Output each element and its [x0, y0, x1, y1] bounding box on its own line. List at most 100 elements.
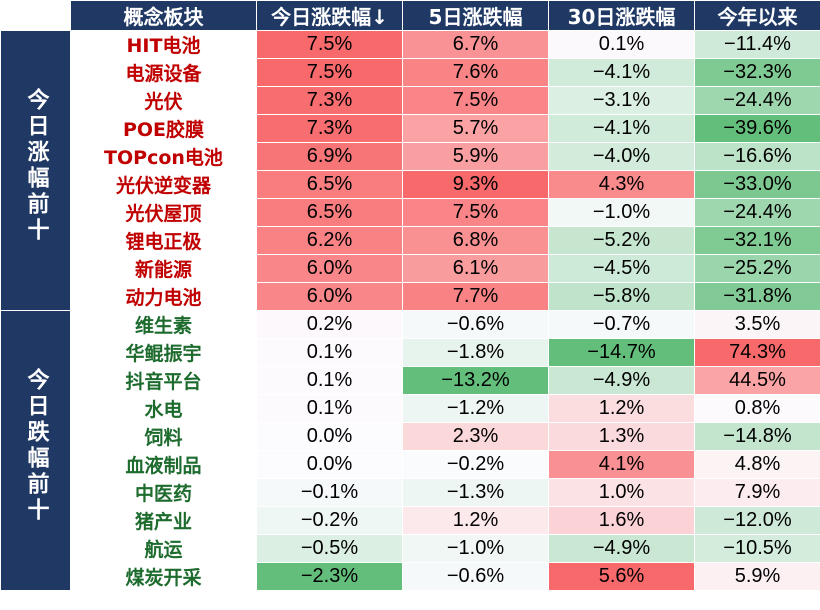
table-row: 中医药 −0.1% −1.3% 1.0% 7.9%	[1, 478, 820, 507]
today-change-cell: 6.5%	[256, 170, 403, 199]
5d-change-cell: −1.2%	[402, 394, 549, 423]
today-change-cell: 0.1%	[256, 338, 403, 367]
today-change-cell: 6.0%	[256, 282, 403, 311]
table-row: 猪产业 −0.2% 1.2% 1.6% −12.0%	[1, 506, 820, 535]
30d-change-cell: −5.2%	[548, 226, 695, 255]
table-row: 今日跌幅前十 维生素 0.2% −0.6% −0.7% 3.5%	[0, 310, 820, 591]
table-row: 血液制品 0.0% −0.2% 4.1% 4.8%	[1, 450, 820, 479]
sector-name-cell[interactable]: 光伏	[70, 86, 257, 115]
sector-name-cell[interactable]: TOPcon电池	[70, 142, 257, 171]
5d-change-cell: 7.6%	[402, 58, 549, 87]
table-row: 动力电池 6.0% 7.7% −5.8% −31.8%	[1, 282, 820, 311]
table-row: 今日涨幅前十 HIT电池 7.5% 6.7% 0.1% −11.4%	[0, 30, 820, 311]
5d-change-cell: −13.2%	[402, 366, 549, 395]
header-row: 概念板块 今日涨跌幅↓ 5日涨跌幅 30日涨跌幅 今年以来	[0, 0, 820, 31]
header-ytd-change[interactable]: 今年以来	[694, 0, 820, 31]
sector-name-cell[interactable]: 光伏屋顶	[70, 198, 257, 227]
sector-name-cell[interactable]: 电源设备	[70, 58, 257, 87]
ytd-change-cell: −32.1%	[694, 226, 820, 255]
today-change-cell: 0.2%	[256, 310, 403, 339]
5d-change-cell: 7.5%	[402, 198, 549, 227]
ytd-change-cell: −32.3%	[694, 58, 820, 87]
5d-change-cell: 2.3%	[402, 422, 549, 451]
30d-change-cell: −1.0%	[548, 198, 695, 227]
table-row: 光伏逆变器 6.5% 9.3% 4.3% −33.0%	[1, 170, 820, 199]
sector-performance-table: 概念板块 今日涨跌幅↓ 5日涨跌幅 30日涨跌幅 今年以来 今日涨幅前十 HIT电…	[0, 0, 820, 591]
30d-change-cell: 1.0%	[548, 478, 695, 507]
group-label-gainers: 今日涨幅前十	[0, 30, 71, 311]
today-change-cell: 7.3%	[256, 86, 403, 115]
table-body: 今日涨幅前十 HIT电池 7.5% 6.7% 0.1% −11.4% 电源设备 7.5% 7.6…	[0, 30, 820, 591]
sector-name-cell[interactable]: 新能源	[70, 254, 257, 283]
ytd-change-cell: 4.8%	[694, 450, 820, 479]
5d-change-cell: −0.2%	[402, 450, 549, 479]
sector-name-cell[interactable]: 锂电正极	[70, 226, 257, 255]
30d-change-cell: −4.1%	[548, 58, 695, 87]
header-corner	[0, 0, 71, 31]
30d-change-cell: −4.9%	[548, 534, 695, 563]
sector-name-cell[interactable]: POE胶膜	[70, 114, 257, 143]
header-5d-change[interactable]: 5日涨跌幅	[402, 0, 549, 31]
30d-change-cell: −5.8%	[548, 282, 695, 311]
30d-change-cell: 1.3%	[548, 422, 695, 451]
sector-name-cell[interactable]: 中医药	[70, 478, 257, 507]
sector-name-cell[interactable]: HIT电池	[70, 30, 257, 59]
5d-change-cell: 6.8%	[402, 226, 549, 255]
sector-name-cell[interactable]: 水电	[70, 394, 257, 423]
today-change-cell: 6.0%	[256, 254, 403, 283]
sector-name-cell[interactable]: 饲料	[70, 422, 257, 451]
today-change-cell: −0.1%	[256, 478, 403, 507]
5d-change-cell: 1.2%	[402, 506, 549, 535]
table-row: 煤炭开采 −2.3% −0.6% 5.6% 5.9%	[1, 562, 820, 591]
table-row: 航运 −0.5% −1.0% −4.9% −10.5%	[1, 534, 820, 563]
ytd-change-cell: −11.4%	[694, 30, 820, 59]
5d-change-cell: −0.6%	[402, 562, 549, 591]
sector-name-cell[interactable]: 抖音平台	[70, 366, 257, 395]
table-row: 饲料 0.0% 2.3% 1.3% −14.8%	[1, 422, 820, 451]
header-today-change[interactable]: 今日涨跌幅↓	[256, 0, 403, 31]
sector-name-cell[interactable]: 煤炭开采	[70, 562, 257, 591]
sector-name-cell[interactable]: 猪产业	[70, 506, 257, 535]
ytd-change-cell: 3.5%	[694, 310, 820, 339]
30d-change-cell: 0.1%	[548, 30, 695, 59]
today-change-cell: 7.3%	[256, 114, 403, 143]
today-change-cell: 0.1%	[256, 366, 403, 395]
30d-change-cell: −4.1%	[548, 114, 695, 143]
today-change-cell: 6.9%	[256, 142, 403, 171]
ytd-change-cell: −31.8%	[694, 282, 820, 311]
ytd-change-cell: −33.0%	[694, 170, 820, 199]
ytd-change-cell: 44.5%	[694, 366, 820, 395]
5d-change-cell: 7.7%	[402, 282, 549, 311]
today-change-cell: 0.1%	[256, 394, 403, 423]
ytd-change-cell: −24.4%	[694, 86, 820, 115]
30d-change-cell: −4.5%	[548, 254, 695, 283]
header-30d-change[interactable]: 30日涨跌幅	[548, 0, 695, 31]
today-change-cell: 0.0%	[256, 422, 403, 451]
sector-name-cell[interactable]: 动力电池	[70, 282, 257, 311]
table-row: 华鲲振宇 0.1% −1.8% −14.7% 74.3%	[1, 338, 820, 367]
ytd-change-cell: 0.8%	[694, 394, 820, 423]
5d-change-cell: 5.7%	[402, 114, 549, 143]
sector-name-cell[interactable]: 血液制品	[70, 450, 257, 479]
30d-change-cell: −0.7%	[548, 310, 695, 339]
ytd-change-cell: 74.3%	[694, 338, 820, 367]
table-row: POE胶膜 7.3% 5.7% −4.1% −39.6%	[1, 114, 820, 143]
table-row: 电源设备 7.5% 7.6% −4.1% −32.3%	[1, 58, 820, 87]
sector-name-cell[interactable]: 华鲲振宇	[70, 338, 257, 367]
ytd-change-cell: −39.6%	[694, 114, 820, 143]
30d-change-cell: −4.0%	[548, 142, 695, 171]
sector-name-cell[interactable]: 维生素	[70, 310, 257, 339]
ytd-change-cell: −10.5%	[694, 534, 820, 563]
today-change-cell: 7.5%	[256, 30, 403, 59]
ytd-change-cell: −12.0%	[694, 506, 820, 535]
today-change-cell: 0.0%	[256, 450, 403, 479]
header-sector[interactable]: 概念板块	[70, 0, 257, 31]
5d-change-cell: 7.5%	[402, 86, 549, 115]
group-label-text: 今日跌幅前十	[23, 368, 49, 524]
table-row: 锂电正极 6.2% 6.8% −5.2% −32.1%	[1, 226, 820, 255]
5d-change-cell: 6.7%	[402, 30, 549, 59]
table-row: 抖音平台 0.1% −13.2% −4.9% 44.5%	[1, 366, 820, 395]
5d-change-cell: 6.1%	[402, 254, 549, 283]
sector-name-cell[interactable]: 光伏逆变器	[70, 170, 257, 199]
sector-name-cell[interactable]: 航运	[70, 534, 257, 563]
